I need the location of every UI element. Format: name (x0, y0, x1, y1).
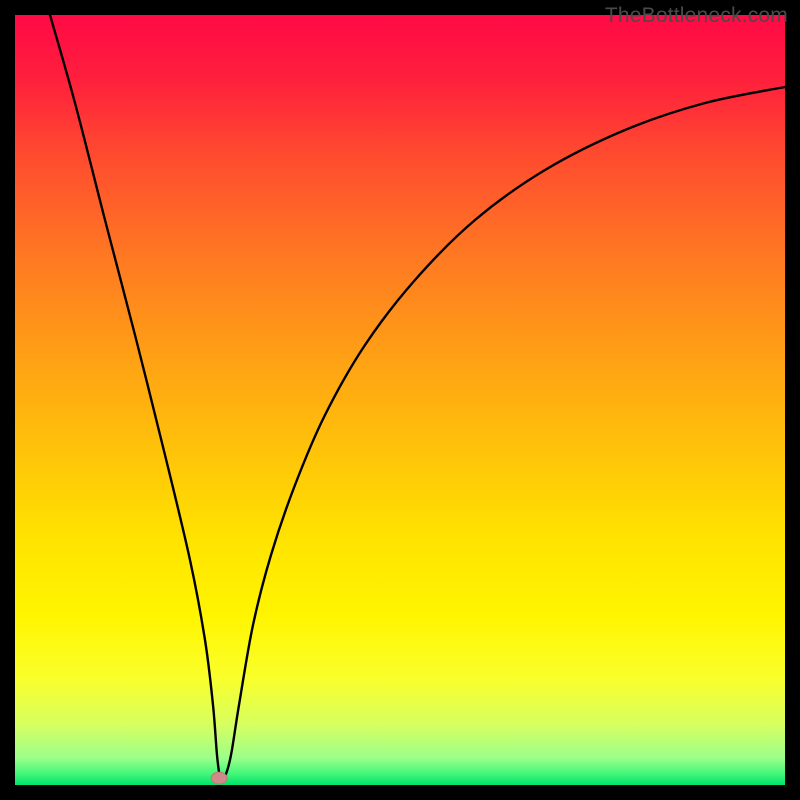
bottleneck-curve-chart (0, 0, 800, 800)
chart-plot-area (15, 15, 785, 785)
optimal-point-marker (211, 772, 227, 784)
site-watermark: TheBottleneck.com (605, 4, 788, 28)
